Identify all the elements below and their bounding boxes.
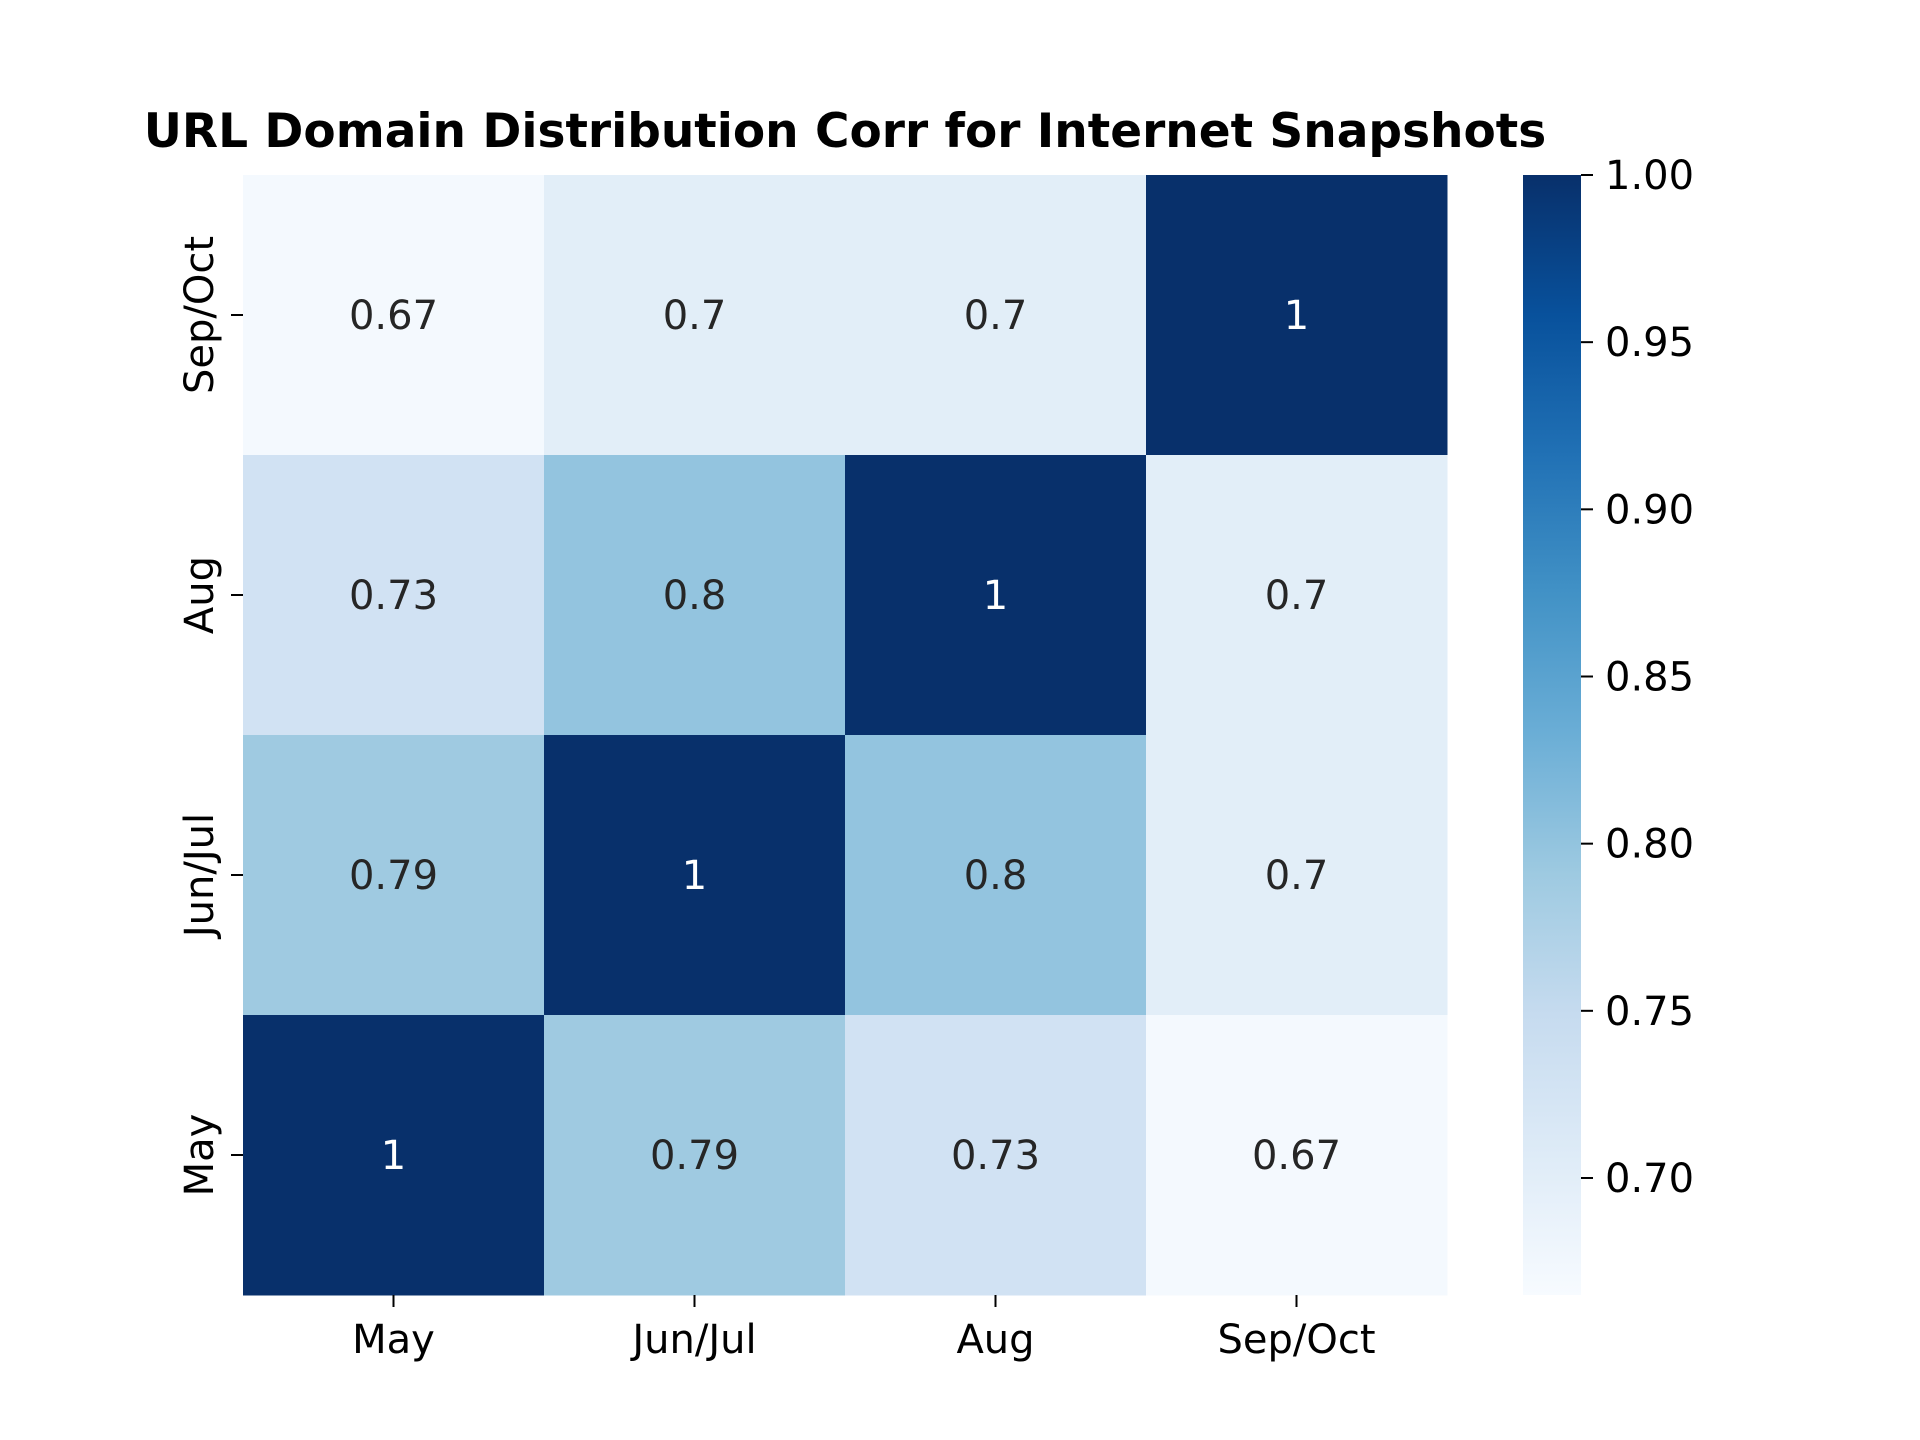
heatmap-cell-r2-c0 [243, 735, 545, 1016]
chart-title: URL Domain Distribution Corr for Interne… [144, 104, 1547, 159]
cell-annotation-r0-c1: 0.7 [663, 293, 727, 339]
cell-annotation-r0-c0: 0.67 [349, 293, 438, 339]
cell-annotation-r3-c3: 0.67 [1252, 1133, 1341, 1179]
heatmap-cell-r2-c1 [544, 735, 846, 1016]
heatmap-cell-r0-c3 [1146, 175, 1448, 456]
heatmap-cell-r3-c0 [243, 1015, 545, 1296]
colorbar-tick-label-0: 0.70 [1605, 1156, 1694, 1202]
heatmap-cell-r3-c1 [544, 1015, 846, 1296]
y-tick-label-2: Jun/Jul [177, 813, 223, 940]
x-tick-label-1: Jun/Jul [629, 1317, 756, 1363]
colorbar-tick-label-3: 0.85 [1605, 654, 1694, 700]
cell-annotation-r1-c0: 0.73 [349, 573, 438, 619]
cell-annotation-r3-c2: 0.73 [951, 1133, 1040, 1179]
cell-annotation-r1-c2: 1 [983, 573, 1008, 619]
colorbar-tick-label-4: 0.90 [1605, 487, 1694, 533]
cell-annotation-r3-c0: 1 [381, 1133, 406, 1179]
colorbar-tick-label-1: 0.75 [1605, 989, 1694, 1035]
cell-annotations: 0.67 0.7 0.7 1 0.73 0.8 1 0.7 0.79 1 0.8 0.7 1 0.79 0.… [349, 293, 1341, 1179]
heatmap-cell-r3-c2 [845, 1015, 1147, 1296]
colorbar-tick-label-5: 0.95 [1605, 320, 1694, 366]
heatmap-cell-r2-c3 [1146, 735, 1448, 1016]
cell-annotation-r0-c3: 1 [1284, 293, 1309, 339]
heatmap-cell-r0-c0 [243, 175, 545, 456]
cell-annotation-r0-c2: 0.7 [964, 293, 1028, 339]
y-tick-label-1: Aug [177, 556, 223, 634]
heatmap-cell-r3-c3 [1146, 1015, 1448, 1296]
cell-annotation-r2-c1: 1 [682, 853, 707, 899]
cell-annotation-r2-c0: 0.79 [349, 853, 438, 899]
colorbar-tick-label-2: 0.80 [1605, 822, 1694, 868]
cell-annotation-r1-c3: 0.7 [1265, 573, 1329, 619]
heatmap-cell-r1-c1 [544, 455, 846, 736]
x-tick-label-2: Aug [956, 1317, 1034, 1363]
colorbar-gradient [1523, 175, 1581, 1295]
x-tick-label-3: Sep/Oct [1217, 1317, 1375, 1363]
y-tick-label-0: Sep/Oct [177, 236, 223, 394]
y-axis: Sep/Oct Aug Jun/Jul May [177, 236, 243, 1196]
x-axis: May Jun/Jul Aug Sep/Oct [352, 1295, 1376, 1363]
heatmap-cells [243, 175, 1448, 1296]
x-tick-label-0: May [352, 1317, 435, 1363]
cell-annotation-r2-c2: 0.8 [964, 853, 1028, 899]
y-tick-label-3: May [177, 1114, 223, 1197]
cell-annotation-r1-c1: 0.8 [663, 573, 727, 619]
colorbar: 0.70 0.75 0.80 0.85 0.90 0.95 1.00 [1523, 153, 1694, 1295]
heatmap-cell-r0-c2 [845, 175, 1147, 456]
cell-annotation-r2-c3: 0.7 [1265, 853, 1329, 899]
colorbar-tick-label-6: 1.00 [1605, 153, 1694, 199]
heatmap-cell-r2-c2 [845, 735, 1147, 1016]
cell-annotation-r3-c1: 0.79 [650, 1133, 739, 1179]
heatmap-cell-r0-c1 [544, 175, 846, 456]
heatmap-cell-r1-c3 [1146, 455, 1448, 736]
heatmap-cell-r1-c2 [845, 455, 1147, 736]
heatmap-cell-r1-c0 [243, 455, 545, 736]
